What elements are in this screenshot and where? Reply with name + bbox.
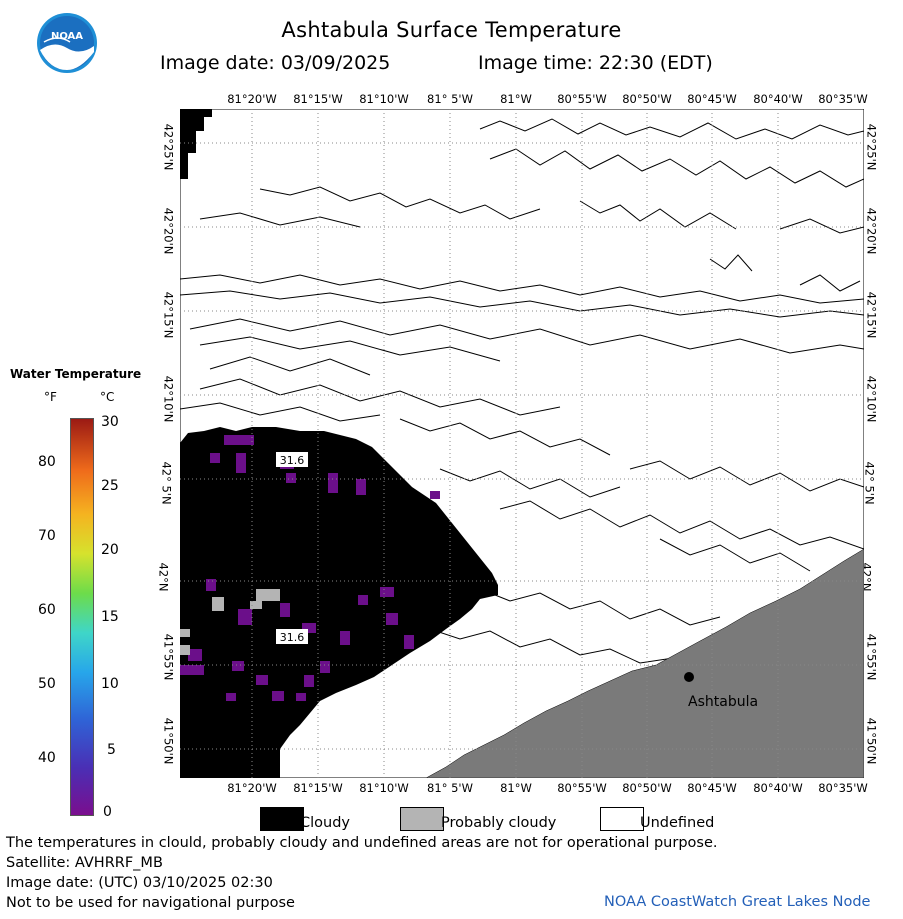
legend-title: Water Temperature: [10, 367, 142, 381]
lat-label-left: 42°15'N: [161, 291, 176, 339]
c-tick: 20: [101, 542, 119, 558]
lon-label-top: 80°40'W: [753, 92, 803, 106]
lat-label-left: 42°20'N: [161, 207, 176, 255]
page-title: Ashtabula Surface Temperature: [281, 18, 622, 42]
contour-lines: [180, 118, 864, 664]
c-tick: 30: [101, 414, 119, 430]
lat-label-right: 42°15'N: [864, 291, 879, 339]
lat-label-right: 41°50'N: [864, 717, 879, 765]
lat-label-right: 41°55'N: [864, 633, 879, 681]
undefined-label: Undefined: [640, 815, 715, 831]
disclaimer-text: The temperatures in clould, probably clo…: [6, 835, 718, 851]
lat-label-left: 42° 5'N: [159, 461, 174, 505]
legend-c-header: °C: [100, 390, 115, 404]
cold-water-pixels: [180, 435, 440, 701]
lat-label-left: 42°N: [156, 562, 171, 592]
credit-text: NOAA CoastWatch Great Lakes Node: [604, 894, 871, 910]
cloudy-swatch: [260, 807, 304, 831]
f-tick: 80: [38, 454, 56, 470]
lon-label-bottom: 80°55'W: [557, 781, 607, 795]
f-tick: 50: [38, 676, 56, 692]
utc-date-text: Image date: (UTC) 03/10/2025 02:30: [6, 875, 273, 891]
lat-label-left: 42°10'N: [161, 375, 176, 423]
city-label: Ashtabula: [688, 694, 758, 710]
c-tick: 25: [101, 478, 119, 494]
lon-label-bottom: 80°45'W: [687, 781, 737, 795]
cloudy-label: Cloudy: [300, 815, 350, 831]
f-tick: 60: [38, 602, 56, 618]
legend-f-header: °F: [44, 390, 57, 404]
lat-label-right: 42°10'N: [864, 375, 879, 423]
undefined-swatch: [600, 807, 644, 831]
image-time: Image time: 22:30 (EDT): [478, 52, 713, 74]
temp-label: 31.6: [280, 454, 305, 467]
lon-label-top: 81°15'W: [293, 92, 343, 106]
lon-label-top: 81°20'W: [227, 92, 277, 106]
temperature-colorbar: [70, 418, 94, 816]
lon-label-bottom: 80°40'W: [753, 781, 803, 795]
lon-label-bottom: 81°20'W: [227, 781, 277, 795]
city-marker: [684, 672, 694, 682]
lat-label-left: 42°25'N: [161, 123, 176, 171]
lat-label-right: 42°25'N: [864, 123, 879, 171]
probably-cloudy-label: Probably cloudy: [441, 815, 557, 831]
satellite-text: Satellite: AVHRRF_MB: [6, 855, 163, 871]
lon-label-bottom: 81°15'W: [293, 781, 343, 795]
c-tick: 10: [101, 676, 119, 692]
lon-label-top: 80°45'W: [687, 92, 737, 106]
lon-label-bottom: 80°50'W: [622, 781, 672, 795]
lat-label-right: 42° 5'N: [862, 461, 877, 505]
nav-warning-text: Not to be used for navigational purpose: [6, 895, 295, 911]
c-tick: 15: [101, 609, 119, 625]
lon-label-bottom: 81° 5'W: [427, 781, 473, 795]
lon-label-bottom: 80°35'W: [818, 781, 868, 795]
temperature-map: 31.6 31.6 Ashtabula: [180, 109, 864, 778]
probably-cloudy-pixels: [180, 589, 280, 655]
lon-label-top: 80°50'W: [622, 92, 672, 106]
lon-label-bottom: 81°W: [500, 781, 532, 795]
lon-label-top: 81°W: [500, 92, 532, 106]
f-tick: 70: [38, 528, 56, 544]
temp-label-box: [276, 629, 308, 644]
lat-label-right: 42°20'N: [864, 207, 879, 255]
temp-label-box: [276, 452, 308, 467]
lon-label-top: 81°10'W: [359, 92, 409, 106]
logo-text: NOAA: [51, 31, 83, 42]
lon-label-top: 81° 5'W: [427, 92, 473, 106]
f-tick: 40: [38, 750, 56, 766]
noaa-logo: NOAA: [37, 13, 97, 73]
lon-label-top: 80°55'W: [557, 92, 607, 106]
cloudy-region: [180, 109, 498, 778]
c-tick: 0: [103, 804, 112, 820]
lon-label-top: 80°35'W: [818, 92, 868, 106]
c-tick: 5: [107, 742, 116, 758]
lon-label-bottom: 81°10'W: [359, 781, 409, 795]
probably-cloudy-swatch: [400, 807, 444, 831]
image-date: Image date: 03/09/2025: [160, 52, 391, 74]
lat-label-left: 41°55'N: [161, 633, 176, 681]
temp-label: 31.6: [280, 631, 305, 644]
lat-label-left: 41°50'N: [161, 717, 176, 765]
